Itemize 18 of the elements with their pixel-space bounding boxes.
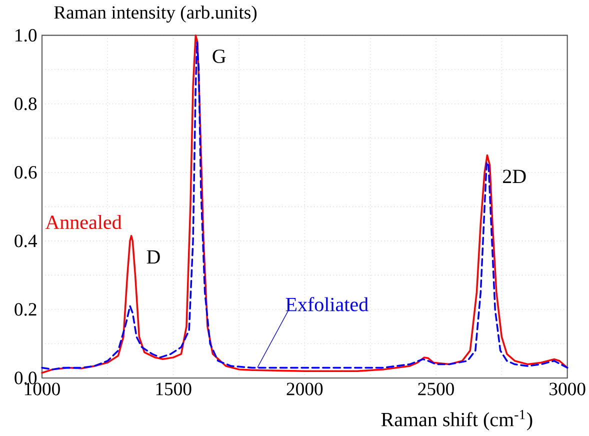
annotation: D	[146, 250, 160, 264]
text: Exfoliated	[286, 297, 368, 312]
x-tick-label: 2000	[286, 382, 323, 396]
y-tick-label: 1.0	[16, 28, 37, 42]
x-axis-title: Raman shift (cm$^{-1}$)	[381, 410, 532, 430]
x-tick-label: 1500	[156, 382, 192, 396]
y-tick-label: 0.4	[14, 234, 38, 248]
annotation: 2D	[503, 170, 526, 183]
x-tick-label: 1000	[24, 382, 60, 396]
text: 0.0	[14, 372, 37, 384]
annotation: G	[212, 50, 226, 64]
y-axis-title: Raman intensity (arb.units)	[54, 6, 257, 23]
y-tick-label: 0.6	[14, 166, 37, 179]
x-tick-label: 2500	[418, 382, 454, 396]
y-tick-label: 0.2	[14, 303, 36, 316]
x-tick-label: 3000	[550, 382, 586, 396]
y-tick-label: 0.8	[14, 98, 37, 110]
series-label: Annealed	[45, 214, 122, 230]
